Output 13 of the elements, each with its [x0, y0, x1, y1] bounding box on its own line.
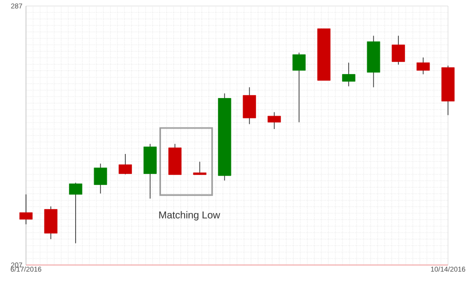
candlestick	[94, 163, 108, 194]
candlestick	[392, 35, 405, 65]
annotation: Matching Low	[159, 211, 220, 220]
candlestick	[416, 57, 430, 75]
candlestick	[69, 182, 82, 244]
candlestick	[242, 86, 256, 124]
candlestick	[19, 194, 33, 225]
candlestick	[342, 62, 356, 87]
candlestick	[193, 161, 206, 175]
candlestick	[268, 112, 281, 130]
candlestick	[292, 52, 306, 123]
candlestick	[118, 154, 132, 175]
candlestick	[44, 206, 58, 240]
